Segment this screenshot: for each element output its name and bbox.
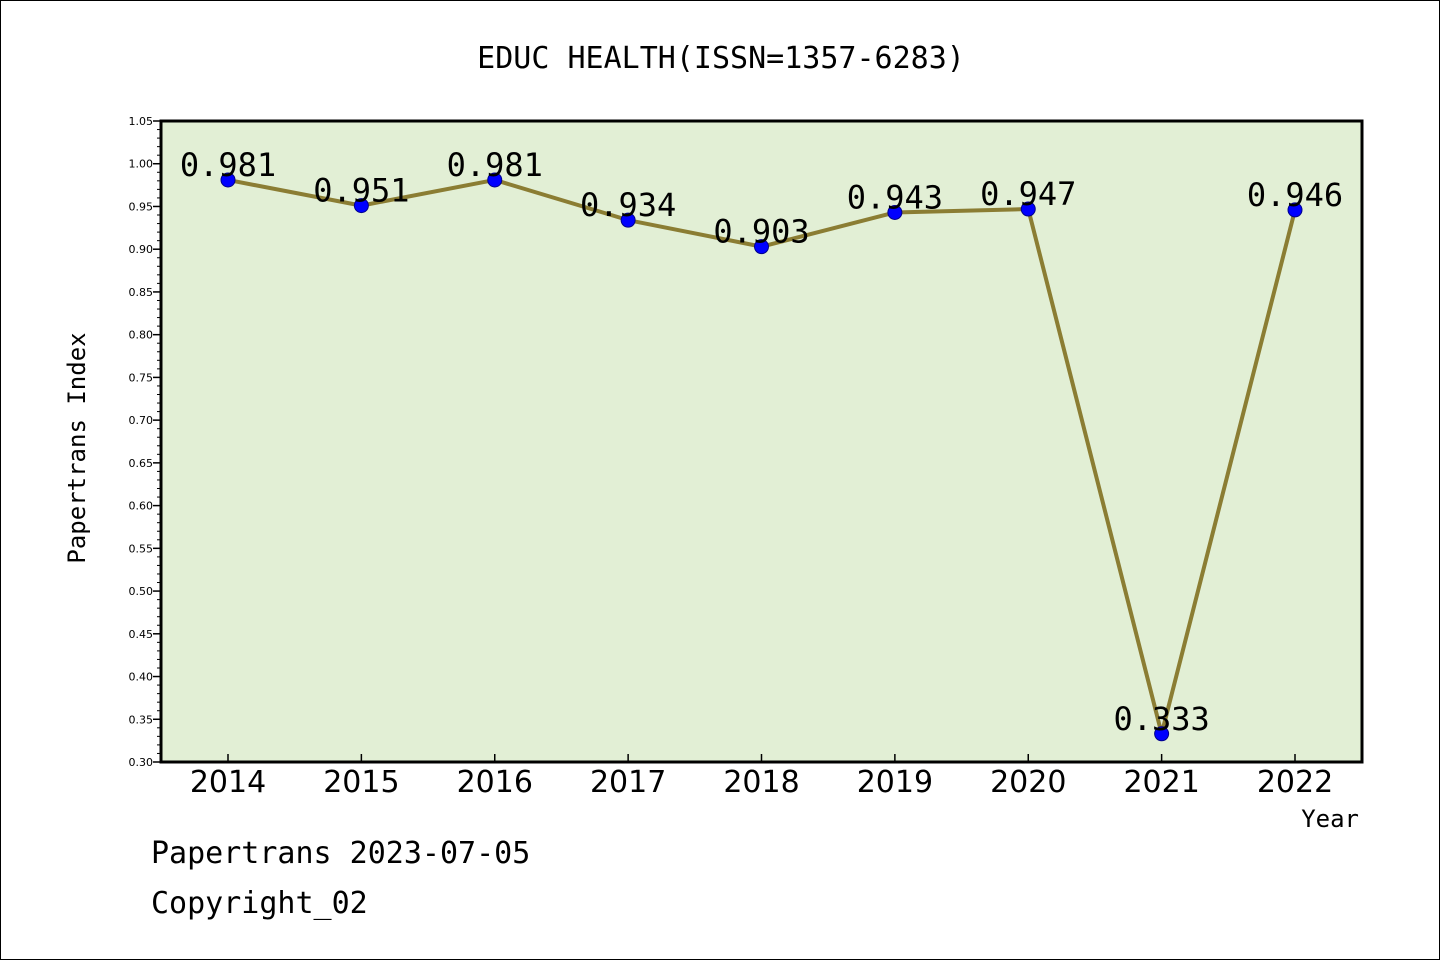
data-label: 0.981 — [447, 146, 543, 184]
data-label: 0.943 — [847, 178, 943, 216]
footer-date: Papertrans 2023-07-05 — [151, 836, 531, 871]
data-point — [754, 239, 769, 255]
x-tick-label: 2014 — [190, 765, 266, 800]
y-tick-label: 0.95 — [129, 200, 154, 213]
x-tick-label: 2019 — [857, 765, 933, 800]
y-tick-label: 0.45 — [129, 628, 154, 641]
y-axis-label: Papertrans Index — [63, 332, 91, 563]
y-tick-label: 0.85 — [129, 286, 154, 299]
data-point — [220, 172, 236, 188]
data-label: 0.934 — [580, 186, 676, 224]
x-tick-label: 2018 — [723, 765, 799, 800]
data-point — [620, 212, 636, 228]
y-tick-label: 0.30 — [129, 756, 154, 769]
x-tick-label: 2022 — [1257, 765, 1333, 800]
data-point — [1154, 726, 1170, 742]
y-tick-label: 0.90 — [129, 243, 154, 256]
x-tick-label: 2020 — [990, 765, 1066, 800]
x-axis-label: Year — [1301, 805, 1359, 833]
y-tick-label: 0.80 — [129, 329, 154, 342]
y-tick-label: 0.70 — [129, 414, 154, 427]
y-tick-label: 0.35 — [129, 713, 154, 726]
y-tick-label: 0.55 — [129, 542, 154, 555]
data-label: 0.981 — [180, 146, 276, 184]
y-tick-label: 1.05 — [129, 115, 154, 128]
y-axis: 0.30 0.35 0.40 0.45 0.50 0.55 0.60 0.65 0.70 0.75… — [129, 115, 161, 769]
x-tick-label: 2016 — [457, 765, 533, 800]
y-tick-label: 0.50 — [129, 585, 154, 598]
y-tick-label: 0.60 — [129, 500, 154, 513]
data-point — [353, 198, 369, 214]
x-tick-label: 2021 — [1123, 765, 1199, 800]
data-label: 0.903 — [713, 213, 809, 251]
y-tick-label: 0.40 — [129, 671, 154, 684]
data-point — [487, 172, 503, 188]
data-point — [1020, 201, 1036, 217]
data-point — [887, 204, 903, 220]
data-label: 0.951 — [313, 172, 409, 210]
y-tick-label: 0.65 — [129, 457, 154, 470]
y-tick-label: 1.00 — [129, 158, 154, 171]
footer-copyright: Copyright_02 — [151, 886, 368, 921]
data-label: 0.333 — [1113, 700, 1209, 738]
y-tick-label: 0.75 — [129, 371, 154, 384]
series: 0.981 0.951 0.981 0.934 0.903 0.943 0.947 0.333… — [180, 146, 1343, 742]
x-axis: 2014 2015 2016 2017 2018 2019 2020 2021 2022 — [190, 754, 1333, 800]
data-point — [1287, 202, 1303, 218]
x-tick-label: 2017 — [590, 765, 666, 800]
chart-title: EDUC HEALTH(ISSN=1357-6283) — [477, 41, 965, 76]
x-tick-label: 2015 — [323, 765, 399, 800]
plot-area — [159, 119, 1364, 764]
data-label: 0.946 — [1247, 176, 1343, 214]
data-label: 0.947 — [980, 175, 1076, 213]
